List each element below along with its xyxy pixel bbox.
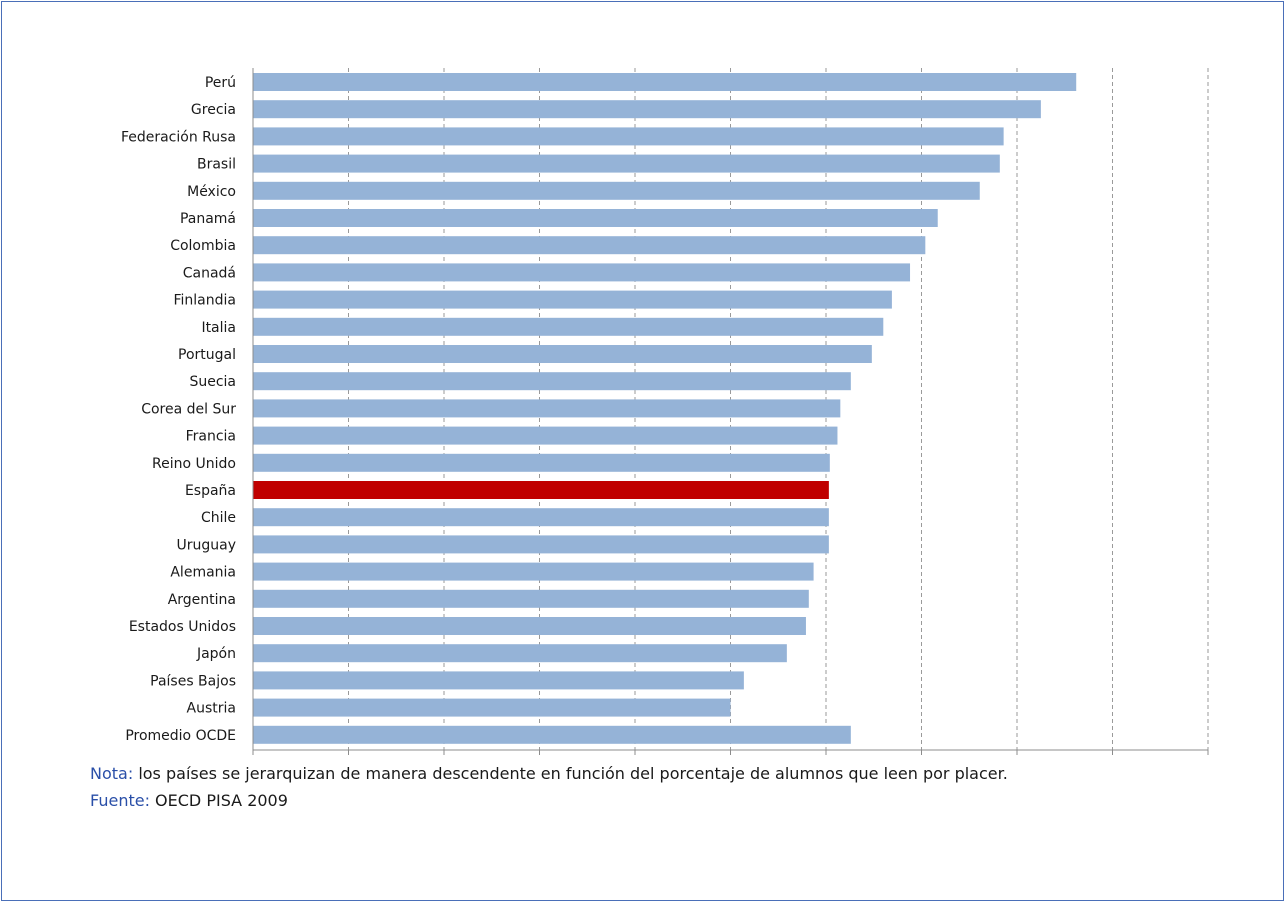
category-label: Estados Unidos xyxy=(129,619,236,635)
bar xyxy=(253,290,892,309)
bar xyxy=(253,589,809,608)
bar xyxy=(253,236,926,255)
bar xyxy=(253,671,744,690)
category-label: Alemania xyxy=(170,565,236,581)
bar xyxy=(253,535,829,554)
category-label: Panamá xyxy=(180,211,236,227)
fuente-label: Fuente: xyxy=(90,791,150,810)
bar xyxy=(253,372,851,391)
category-label: Corea del Sur xyxy=(141,401,236,417)
category-label: Uruguay xyxy=(177,537,237,553)
bar xyxy=(253,508,829,527)
bar xyxy=(253,453,830,472)
category-label: Japón xyxy=(196,646,236,662)
figure-notes: Nota: los países se jerarquizan de maner… xyxy=(90,760,1008,814)
bar xyxy=(253,562,814,581)
fuente-text: OECD PISA 2009 xyxy=(149,791,288,810)
category-label: Italia xyxy=(201,320,236,336)
bar xyxy=(253,181,980,200)
bar xyxy=(253,644,787,663)
category-label: Portugal xyxy=(178,347,236,363)
nota-label: Nota: xyxy=(90,764,134,783)
bar xyxy=(253,698,731,717)
category-label: Reino Unido xyxy=(152,456,236,472)
fuente-line: Fuente: OECD PISA 2009 xyxy=(90,787,1008,814)
bar xyxy=(253,617,806,635)
bar xyxy=(253,426,838,445)
category-label: Argentina xyxy=(168,592,236,608)
category-label: Finlandia xyxy=(174,293,237,309)
bar xyxy=(253,127,1004,146)
category-label: Brasil xyxy=(197,157,236,173)
category-label: Perú xyxy=(205,75,236,91)
category-label: México xyxy=(187,184,236,200)
category-label: Austria xyxy=(187,701,236,717)
bar xyxy=(253,100,1041,119)
category-label: Países Bajos xyxy=(150,673,236,689)
bar xyxy=(253,345,872,363)
bar-chart: 0,010,020,030,040,050,060,070,080,090,01… xyxy=(121,68,1209,755)
bar xyxy=(253,154,1000,173)
category-label: Colombia xyxy=(170,238,236,254)
bar xyxy=(253,317,884,336)
category-label: Francia xyxy=(186,429,236,445)
category-label: Grecia xyxy=(191,102,236,118)
category-label: Canadá xyxy=(183,265,236,281)
bar xyxy=(253,73,1077,91)
nota-text: los países se jerarquizan de manera desc… xyxy=(133,764,1008,783)
bar-highlight xyxy=(253,481,829,499)
category-label: España xyxy=(185,483,236,499)
category-label: Federación Rusa xyxy=(121,129,236,145)
bar xyxy=(253,725,851,744)
nota-line: Nota: los países se jerarquizan de maner… xyxy=(90,760,1008,787)
bar xyxy=(253,399,841,418)
category-label: Promedio OCDE xyxy=(125,728,236,744)
category-label: Chile xyxy=(201,510,236,526)
category-label: Suecia xyxy=(189,374,236,390)
bar xyxy=(253,263,911,282)
bar xyxy=(253,209,938,227)
